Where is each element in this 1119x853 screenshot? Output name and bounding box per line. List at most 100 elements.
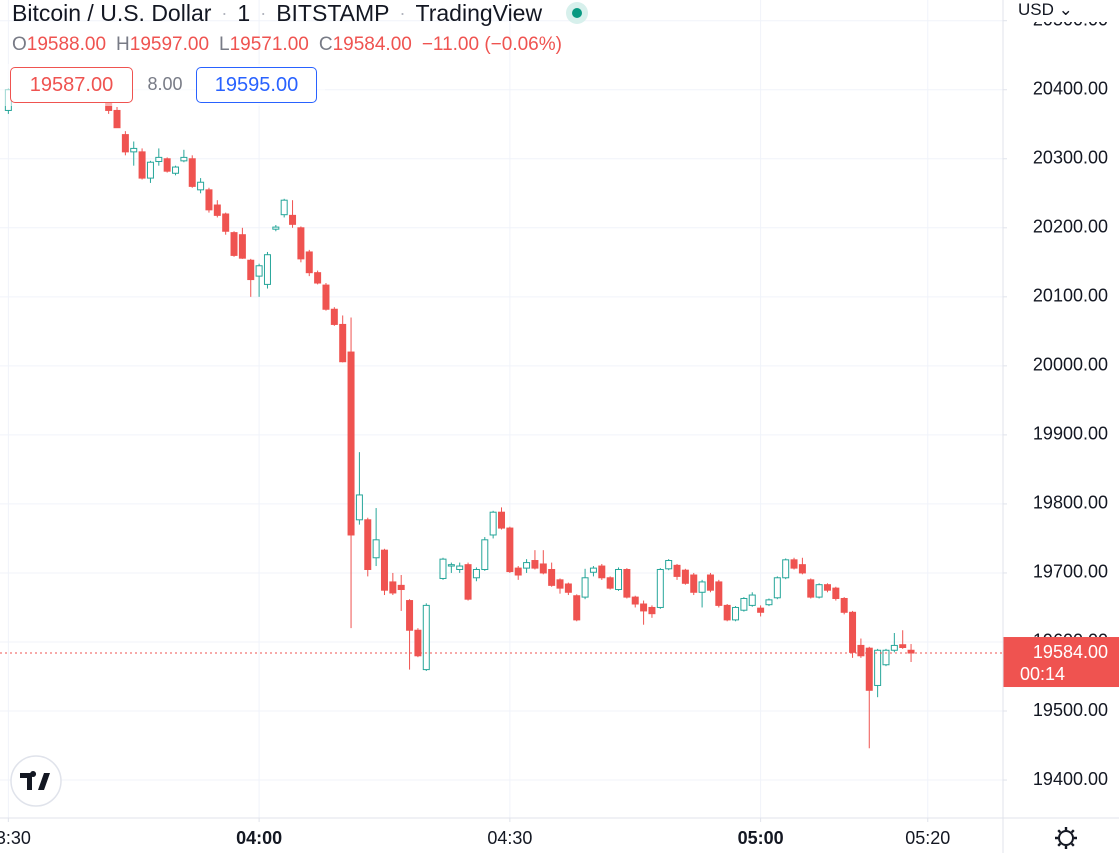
- ohlc-key: O: [12, 34, 27, 55]
- buy-button[interactable]: 19595.00: [196, 67, 317, 103]
- candle-body: [598, 565, 606, 579]
- candle-body: [506, 527, 514, 573]
- tradingview-logo[interactable]: [10, 755, 62, 807]
- change: −11.00 (−0.06%): [421, 34, 562, 55]
- candle-body: [899, 644, 907, 648]
- candle-body: [305, 251, 313, 274]
- candle-body: [690, 574, 698, 593]
- candle-body: [397, 584, 405, 591]
- candle-body: [523, 562, 531, 569]
- y-tick-label: 19400.00: [1033, 769, 1108, 789]
- y-tick-label: 19500.00: [1033, 700, 1108, 720]
- ohlc-value: 19588.00: [26, 34, 107, 55]
- candle-body: [640, 603, 648, 612]
- candle-body: [723, 604, 731, 621]
- candle-body: [665, 560, 673, 570]
- y-tick-label: 19900.00: [1033, 424, 1108, 444]
- candle-body: [606, 577, 614, 589]
- separator: ·: [221, 2, 228, 23]
- candle-body: [757, 607, 765, 613]
- ohlc-item: H19597.00: [116, 34, 209, 56]
- candle-body: [740, 597, 748, 611]
- candle-body: [355, 494, 363, 521]
- separator: ·: [399, 2, 406, 23]
- candle-body: [673, 564, 681, 577]
- symbol: Bitcoin / U.S. Dollar: [12, 0, 212, 26]
- last-price-label: 19584.00: [1033, 642, 1108, 662]
- x-tick-label: 04:00: [236, 828, 282, 848]
- candle-body: [238, 234, 246, 259]
- candle-body: [556, 579, 564, 589]
- settings-gear[interactable]: [1055, 827, 1077, 849]
- gear-ring: [1058, 830, 1074, 846]
- candle-body: [832, 587, 840, 599]
- candle-body: [706, 574, 714, 591]
- candle-body: [464, 564, 472, 600]
- candle-body: [681, 569, 689, 584]
- candle-body: [180, 156, 188, 162]
- candle-body: [882, 649, 890, 666]
- candle-body: [732, 606, 740, 621]
- candle-body: [364, 519, 372, 570]
- ohlc-item: L19571.00: [219, 34, 309, 56]
- interval: 1: [237, 0, 251, 26]
- candle-body: [188, 158, 196, 187]
- candle-body: [472, 568, 480, 579]
- candle-body: [815, 584, 823, 598]
- candle-body: [113, 109, 121, 129]
- candle-body: [514, 567, 522, 576]
- market-status[interactable]: [566, 2, 589, 24]
- candle-body: [406, 600, 414, 631]
- candle-body: [589, 567, 597, 573]
- candle-body: [339, 323, 347, 363]
- candle-body: [840, 597, 848, 613]
- candle-body: [205, 189, 213, 211]
- candle-body: [230, 232, 238, 256]
- candle-body: [564, 583, 572, 593]
- candle-body: [380, 549, 388, 591]
- candle-body: [222, 213, 230, 232]
- candle-body: [773, 577, 781, 599]
- candle-body: [330, 308, 338, 325]
- candle-body: [890, 644, 898, 651]
- ohlc-key: L: [219, 34, 230, 55]
- y-tick-label: 20200.00: [1033, 217, 1108, 237]
- y-tick-label: 19800.00: [1033, 493, 1108, 513]
- y-tick-label: 20000.00: [1033, 355, 1108, 375]
- y-tick-label: 20100.00: [1033, 286, 1108, 306]
- order-buttons: 19587.00 8.00 19595.00: [0, 64, 325, 106]
- candle-body: [698, 581, 706, 593]
- candle-body: [481, 539, 489, 570]
- candle-body: [573, 595, 581, 621]
- candle-body: [197, 181, 205, 191]
- spread: 8.00: [147, 73, 183, 94]
- candle-body: [548, 568, 556, 586]
- candle-body: [498, 511, 505, 529]
- candle-body: [790, 559, 798, 569]
- candle-body: [623, 568, 631, 598]
- candle-body: [615, 568, 623, 591]
- candle-body: [280, 199, 288, 216]
- candle-body: [489, 511, 497, 536]
- candle-body: [163, 158, 171, 172]
- candle-body: [372, 539, 380, 559]
- candle-body: [539, 563, 547, 574]
- candle-body: [322, 284, 330, 310]
- candle-body: [874, 649, 882, 686]
- currency: USD: [1018, 0, 1054, 19]
- ohlc-legend: O19588.00 H19597.00 L19571.00 C19584.00 −11.…: [12, 33, 562, 57]
- candle-body: [865, 647, 873, 691]
- candle-body: [138, 151, 146, 179]
- sell-button[interactable]: 19587.00: [10, 67, 133, 103]
- candle-body: [172, 166, 180, 174]
- candle-body: [130, 147, 138, 153]
- y-tick-label: 19700.00: [1033, 562, 1108, 582]
- candle-body: [314, 272, 322, 284]
- currency-selector[interactable]: USD ⌄: [1008, 0, 1119, 22]
- candle-body: [289, 214, 297, 225]
- candle-body: [849, 611, 857, 653]
- candle-body: [439, 558, 447, 579]
- candle-body: [414, 629, 422, 657]
